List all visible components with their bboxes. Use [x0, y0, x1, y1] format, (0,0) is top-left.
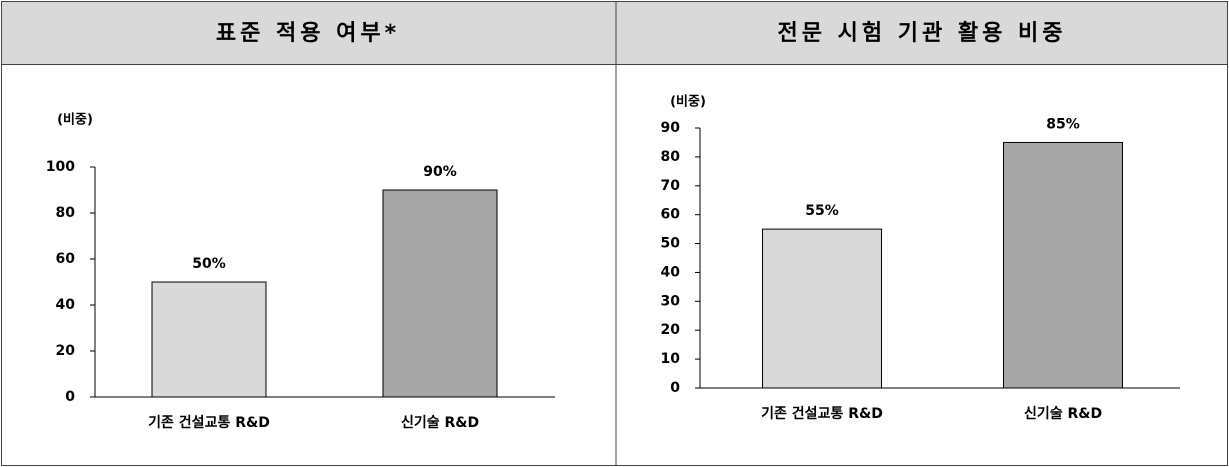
- chart-title: 전문 시험 기관 활용 비중: [777, 20, 1066, 46]
- x-tick-label: 기존 건설교통 R&D: [761, 405, 883, 422]
- value-label: 85%: [1046, 116, 1080, 132]
- y-tick-label: 100: [46, 159, 75, 175]
- bar: [151, 281, 267, 398]
- chart-title: 표준 적용 여부*: [216, 21, 400, 46]
- y-tick-label: 10: [661, 351, 681, 367]
- y-tick-label: 60: [56, 251, 76, 267]
- y-tick-label: 0: [670, 380, 680, 396]
- y-tick-label: 20: [56, 343, 76, 359]
- y-tick-label: 0: [65, 389, 75, 405]
- y-tick-label: 50: [661, 236, 681, 252]
- y-tick-label: 20: [661, 322, 681, 338]
- y-tick-label: 60: [661, 207, 681, 223]
- bar: [762, 228, 882, 389]
- y-tick-label: 80: [56, 205, 76, 221]
- value-label: 55%: [805, 203, 839, 219]
- y-tick-label: 70: [661, 178, 681, 194]
- y-tick-label: 80: [661, 149, 681, 165]
- x-tick-label: 신기술 R&D: [401, 415, 479, 431]
- value-label: 50%: [192, 256, 226, 272]
- y-axis-label: (비중): [57, 113, 93, 128]
- y-tick-label: 90: [661, 120, 681, 136]
- bar: [382, 189, 498, 398]
- y-axis-label: (비중): [670, 95, 706, 110]
- y-tick-label: 40: [56, 297, 76, 313]
- bar: [1003, 141, 1123, 389]
- header-row: [1, 1, 1228, 65]
- y-tick-label: 40: [661, 264, 681, 280]
- y-tick-label: 30: [661, 293, 681, 309]
- x-tick-label: 신기술 R&D: [1024, 406, 1102, 422]
- value-label: 90%: [423, 164, 457, 180]
- x-tick-label: 기존 건설교통 R&D: [148, 414, 270, 431]
